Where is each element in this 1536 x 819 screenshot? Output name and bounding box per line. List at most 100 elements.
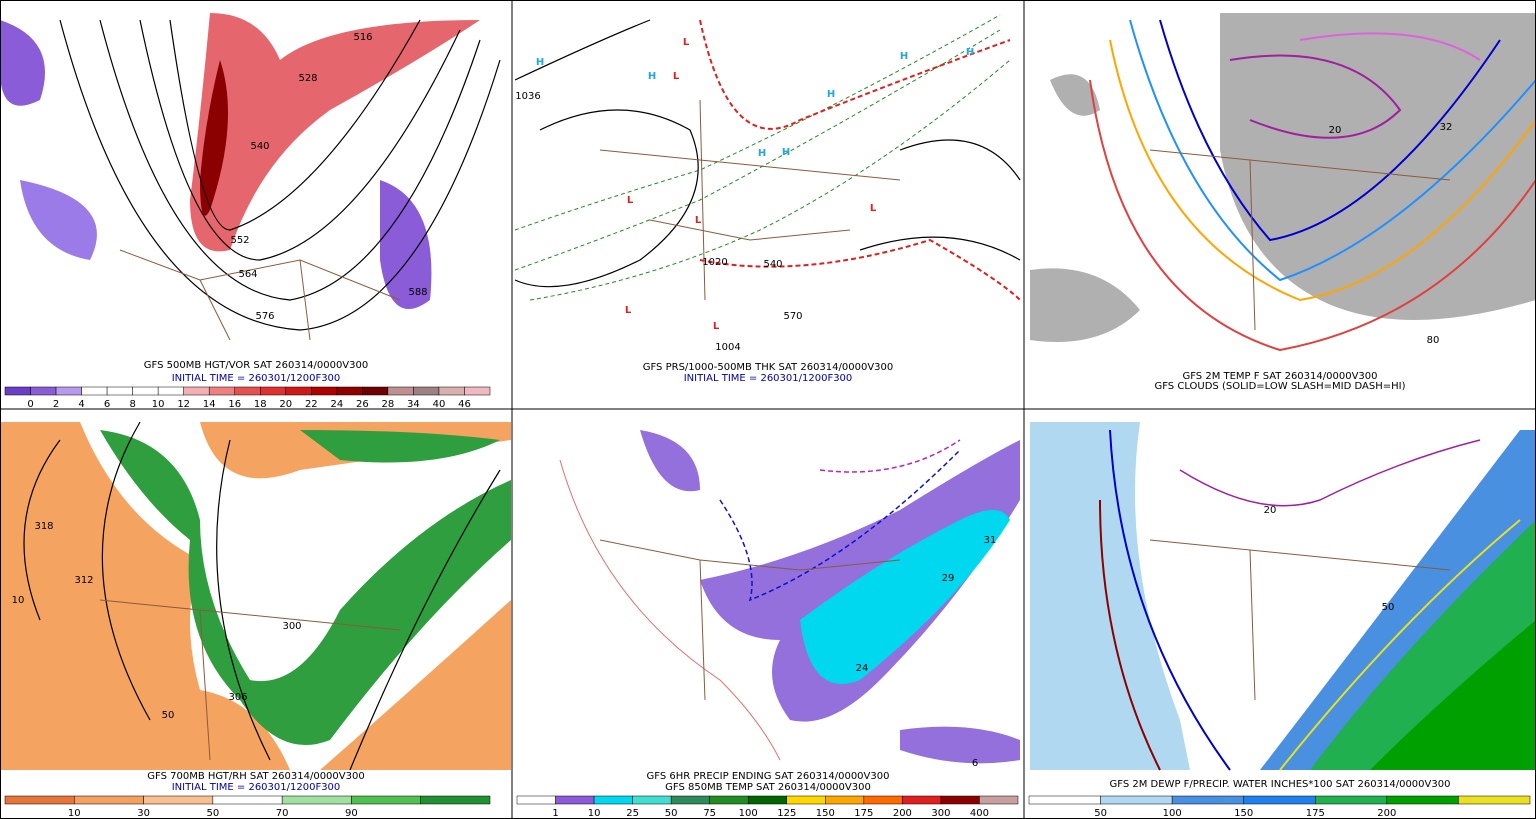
colorbar-label: 70 (276, 808, 289, 819)
contour-label: 318 (34, 521, 53, 532)
pressure-center: L (695, 215, 702, 226)
colorbar-label: 25 (626, 808, 639, 819)
colorbar-swatch (593, 795, 633, 805)
colorbar-label: 200 (893, 808, 912, 819)
colorbar-swatch (336, 386, 363, 396)
colorbar-swatch (4, 795, 75, 805)
colorbar-label: 150 (1234, 808, 1253, 819)
colorbar-swatch (1243, 795, 1316, 805)
caption: INITIAL TIME = 260301/1200F300 (172, 782, 341, 793)
colorbar-label: 300 (931, 808, 950, 819)
colorbar-swatch (106, 386, 133, 396)
pressure-center: H (758, 148, 766, 159)
pressure-center: L (673, 71, 680, 82)
colorbar-label: 10 (68, 808, 81, 819)
contour-label: 300 (282, 621, 301, 632)
caption: GFS 2M DEWP F/PRECIP. WATER INCHES*100 S… (1110, 779, 1451, 790)
colorbar-swatch (285, 386, 312, 396)
contour-label: 552 (230, 235, 249, 246)
caption: GFS PRS/1000-500MB THK SAT 260314/0000V3… (643, 362, 894, 373)
colorbar-label: 40 (433, 399, 446, 410)
pressure-center: L (625, 305, 632, 316)
colorbar-swatch (311, 386, 338, 396)
colorbar-swatch (234, 386, 261, 396)
contour-label: 20 (1329, 125, 1342, 136)
map-dewpoint (1030, 422, 1536, 771)
colorbar-swatch (143, 795, 214, 805)
colorbar-label: 50 (665, 808, 678, 819)
contour-label: 6 (972, 758, 978, 769)
colorbar-swatch (709, 795, 749, 805)
map-temp (1030, 13, 1536, 352)
colorbar-swatch (1386, 795, 1459, 805)
colorbar-label: 400 (970, 808, 989, 819)
colorbar-label: 26 (356, 399, 369, 410)
colorbar-label: 20 (279, 399, 292, 410)
contour-label: 31 (984, 535, 997, 546)
colorbar-swatch (670, 795, 710, 805)
pressure-center: H (900, 51, 908, 62)
colorbar-swatch (4, 386, 31, 396)
colorbar-swatch (351, 795, 421, 805)
colorbar-label: 30 (137, 808, 150, 819)
colorbar-swatch (208, 386, 235, 396)
pressure-center: H (536, 57, 544, 68)
map-pressure (514, 14, 1021, 301)
colorbar-swatch (863, 795, 903, 805)
contour-label: 50 (1382, 602, 1395, 613)
contour-label: 516 (353, 32, 372, 43)
colorbar-swatch (1100, 795, 1173, 805)
colorbar-swatch (1028, 795, 1101, 805)
colorbar-label: 10 (152, 399, 165, 410)
map-precip (559, 430, 1020, 764)
colorbar-swatch (747, 795, 788, 805)
colorbar-swatch (1458, 795, 1531, 805)
colorbar-swatch (183, 386, 210, 396)
caption: GFS CLOUDS (SOLID=LOW SLASH=MID DASH=HI) (1154, 381, 1405, 392)
colorbar-swatch (281, 795, 352, 805)
caption: GFS 2M TEMP F SAT 260314/0000V300 (1182, 371, 1377, 382)
colorbar-swatch (786, 795, 826, 805)
colorbar-swatch (420, 795, 491, 805)
contour-label: 588 (408, 287, 427, 298)
colorbar-swatch (1315, 795, 1388, 805)
colorbar-label: 200 (1377, 808, 1396, 819)
contour-label: 32 (1440, 122, 1453, 133)
colorbar-label: 90 (345, 808, 358, 819)
colorbar-label: 46 (458, 399, 471, 410)
colorbar-swatch (55, 386, 82, 396)
colorbar-swatch (464, 386, 491, 396)
contour-label: 24 (856, 663, 869, 674)
contour-label: 29 (942, 573, 955, 584)
colorbar-swatch (157, 386, 184, 396)
colorbar-label: 28 (382, 399, 395, 410)
pressure-center: L (713, 321, 720, 332)
colorbar-label: 16 (228, 399, 241, 410)
colorbar-label: 50 (1094, 808, 1107, 819)
colorbar-label: 75 (703, 808, 716, 819)
caption: GFS 850MB TEMP SAT 260314/0000V300 (665, 782, 871, 793)
colorbar-label: 175 (854, 808, 873, 819)
colorbar-swatch (132, 386, 159, 396)
colorbar-swatch (825, 795, 865, 805)
map-700mb (0, 421, 511, 771)
colorbar-swatch (940, 795, 980, 805)
colorbar-swatch (555, 795, 595, 805)
contour-label: 1004 (715, 342, 740, 353)
pressure-center: L (870, 203, 877, 214)
pressure-center: L (627, 195, 634, 206)
colorbar-swatch (362, 386, 389, 396)
colorbar-swatch (74, 795, 144, 805)
contour-label: 540 (763, 259, 782, 270)
contour-label: 50 (162, 710, 175, 721)
contour-label: 1036 (515, 91, 540, 102)
caption: GFS 700MB HGT/RH SAT 260314/0000V300 (147, 771, 364, 782)
colorbar-label: 24 (330, 399, 343, 410)
colorbar-label: 22 (305, 399, 318, 410)
colorbar-label: 1 (552, 808, 558, 819)
caption: GFS 6HR PRECIP ENDING SAT 260314/0000V30… (647, 771, 890, 782)
colorbar-label: 50 (206, 808, 219, 819)
colorbar-label: 34 (407, 399, 420, 410)
colorbar-swatch (260, 386, 287, 396)
